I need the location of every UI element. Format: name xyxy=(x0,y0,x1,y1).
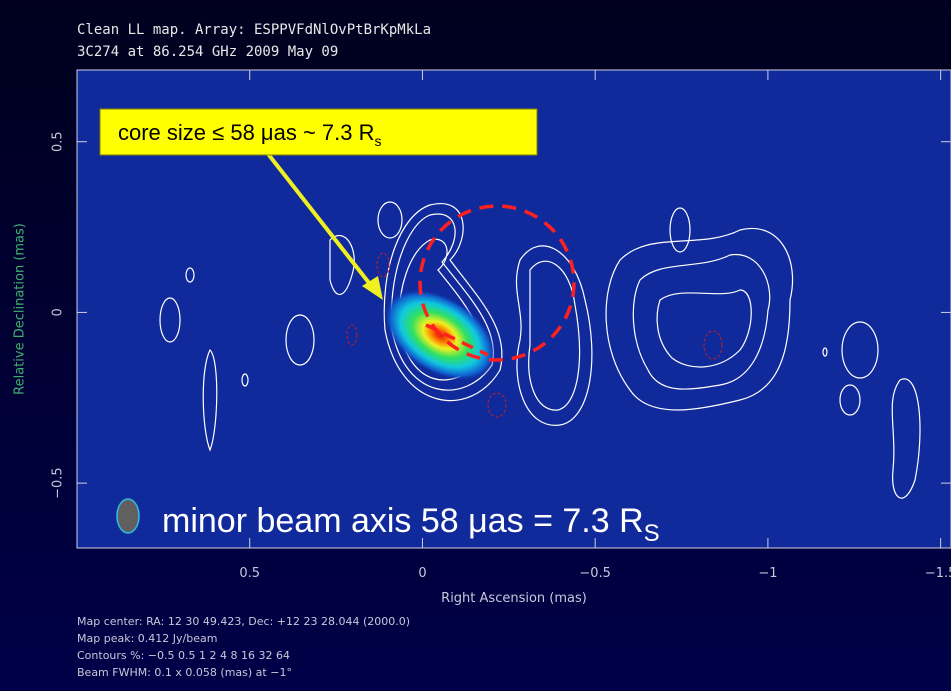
y-tick-label: −0.5 xyxy=(51,467,66,499)
page: Clean LL map. Array: ESPPVFdNlOvPtBrKpMk… xyxy=(0,0,951,691)
chart: Clean LL map. Array: ESPPVFdNlOvPtBrKpMk… xyxy=(0,0,951,691)
title: Clean LL map. Array: ESPPVFdNlOvPtBrKpMk… xyxy=(77,22,431,38)
annotation-text: minor beam axis 58 μas = 7.3 R xyxy=(162,502,644,540)
map-note: Beam FWHM: 0.1 x 0.058 (mas) at −1° xyxy=(77,666,292,679)
map-note: Map peak: 0.412 Jy/beam xyxy=(77,632,217,645)
map-note: Contours %: −0.5 0.5 1 2 4 8 16 32 64 xyxy=(77,649,290,662)
annotation-subscript: s xyxy=(374,133,381,149)
annotation-subscript: S xyxy=(644,520,660,547)
map-note: Map center: RA: 12 30 49.423, Dec: +12 2… xyxy=(77,615,410,628)
beam xyxy=(117,499,139,533)
x-tick-label: −0.5 xyxy=(579,566,611,581)
subtitle: 3C274 at 86.254 GHz 2009 May 09 xyxy=(77,44,338,60)
y-axis-label: Relative Declination (mas) xyxy=(13,223,28,395)
x-tick-label: −1.5 xyxy=(925,566,951,581)
x-tick-label: 0.5 xyxy=(239,566,260,581)
x-axis-label: Right Ascension (mas) xyxy=(441,591,587,606)
y-tick-label: 0 xyxy=(51,308,66,316)
x-tick-label: −1 xyxy=(758,566,777,581)
annotation-text: core size ≤ 58 μas ~ 7.3 R xyxy=(118,120,374,145)
annotation: core size ≤ 58 μas ~ 7.3 Rs xyxy=(118,120,381,149)
y-tick-label: 0.5 xyxy=(51,131,66,152)
x-tick-label: 0 xyxy=(418,566,426,581)
